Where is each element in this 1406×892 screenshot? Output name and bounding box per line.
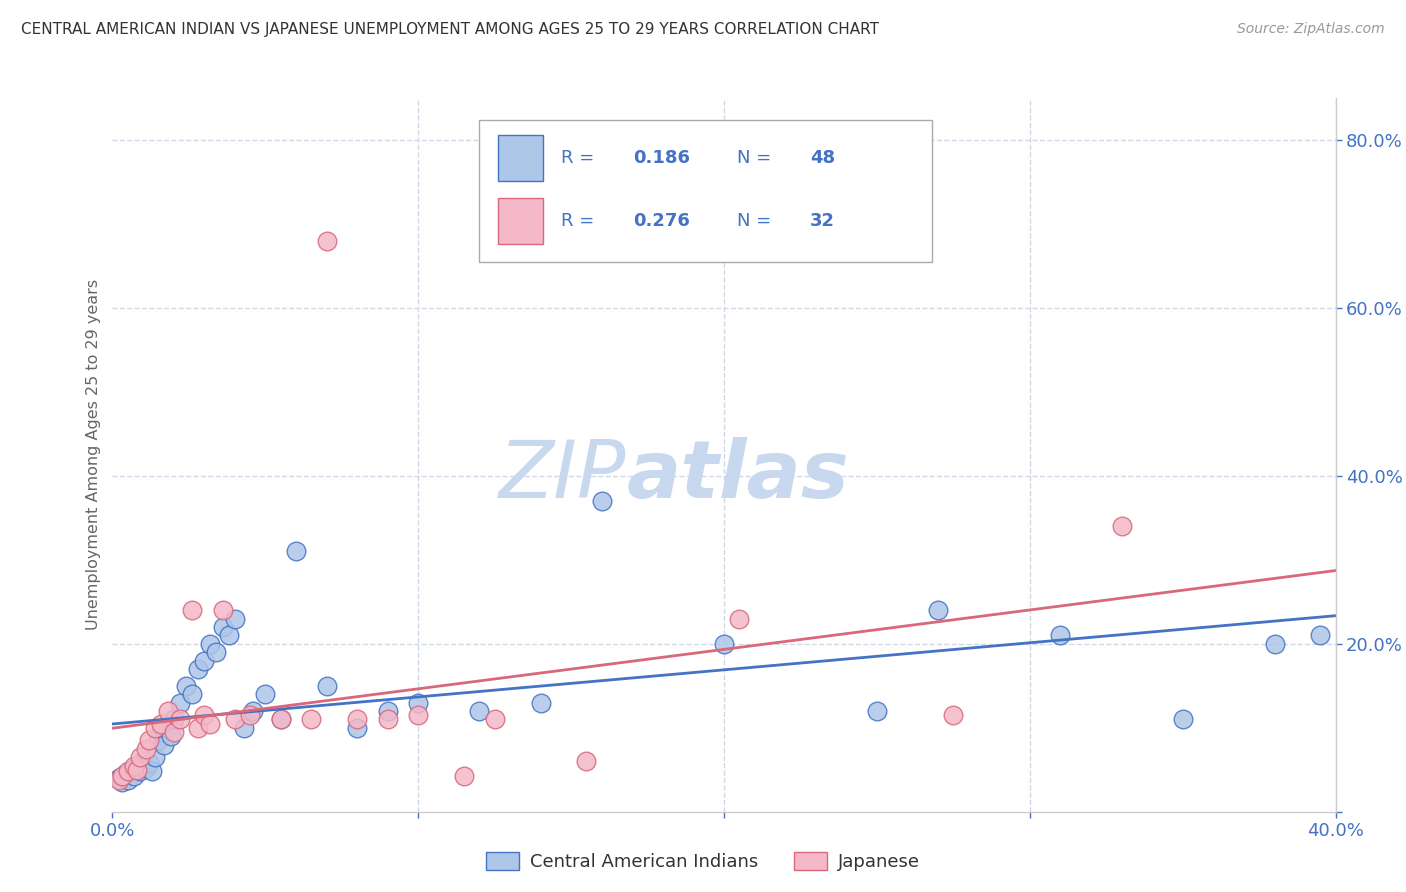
Point	[942, 708, 965, 723]
Point	[120, 763, 142, 777]
Point	[111, 775, 134, 789]
Point	[346, 721, 368, 735]
Point	[143, 750, 166, 764]
Point	[408, 696, 430, 710]
Point	[143, 721, 166, 735]
Text: 0.186: 0.186	[633, 149, 690, 167]
Point	[114, 767, 136, 781]
Point	[468, 704, 491, 718]
Text: 48: 48	[810, 149, 835, 167]
Point	[174, 679, 197, 693]
Point	[156, 721, 179, 735]
Point	[129, 764, 152, 779]
Point	[453, 769, 475, 783]
Point	[254, 687, 277, 701]
Point	[530, 696, 553, 710]
Point	[107, 771, 129, 785]
Point	[242, 704, 264, 718]
Point	[125, 758, 148, 772]
Point	[135, 761, 157, 775]
Point	[135, 741, 157, 756]
Point	[713, 637, 735, 651]
Point	[408, 708, 430, 723]
Text: N =: N =	[737, 149, 778, 167]
Point	[141, 764, 163, 779]
Text: Source: ZipAtlas.com: Source: ZipAtlas.com	[1237, 22, 1385, 37]
Point	[153, 738, 176, 752]
Point	[107, 772, 129, 787]
Point	[150, 725, 173, 739]
Point	[284, 544, 308, 558]
Point	[200, 716, 222, 731]
Point	[1111, 519, 1133, 533]
Point	[163, 725, 186, 739]
Text: atlas: atlas	[626, 437, 849, 516]
Point	[156, 704, 179, 718]
Text: ZIP: ZIP	[499, 437, 626, 516]
Point	[377, 704, 399, 718]
Point	[224, 712, 246, 726]
Point	[122, 769, 145, 783]
Point	[193, 708, 215, 723]
Point	[484, 712, 506, 726]
Point	[187, 721, 209, 735]
Point	[728, 612, 751, 626]
Point	[159, 729, 181, 743]
Point	[129, 750, 152, 764]
Point	[270, 712, 292, 726]
Point	[575, 755, 598, 769]
Bar	[498, 198, 543, 244]
Point	[315, 679, 337, 693]
Text: 0.276: 0.276	[633, 212, 690, 230]
Point	[1049, 628, 1071, 642]
Point	[150, 716, 173, 731]
Point	[138, 733, 160, 747]
Point	[205, 645, 228, 659]
Point	[187, 662, 209, 676]
Text: R =: R =	[561, 149, 600, 167]
Point	[125, 763, 148, 777]
Point	[1309, 628, 1331, 642]
Point	[315, 234, 337, 248]
Point	[866, 704, 889, 718]
Bar	[498, 136, 543, 181]
Point	[117, 772, 139, 787]
Point	[346, 712, 368, 726]
Point	[181, 603, 204, 617]
Point	[1171, 712, 1194, 726]
Point	[148, 733, 170, 747]
Text: R =: R =	[561, 212, 600, 230]
Point	[270, 712, 292, 726]
Point	[122, 758, 145, 772]
Point	[1264, 637, 1286, 651]
Point	[211, 603, 233, 617]
Point	[169, 712, 191, 726]
Point	[591, 494, 613, 508]
Point	[117, 764, 139, 779]
Point	[211, 620, 233, 634]
Point	[200, 637, 222, 651]
Point	[218, 628, 240, 642]
Point	[224, 612, 246, 626]
Point	[927, 603, 949, 617]
Point	[163, 712, 186, 726]
Point	[169, 696, 191, 710]
Point	[299, 712, 322, 726]
Point	[132, 755, 155, 769]
Point	[239, 708, 262, 723]
Text: N =: N =	[737, 212, 778, 230]
Point	[111, 769, 134, 783]
Legend: Central American Indians, Japanese: Central American Indians, Japanese	[479, 845, 927, 879]
Point	[233, 721, 256, 735]
Point	[138, 756, 160, 770]
Point	[377, 712, 399, 726]
Y-axis label: Unemployment Among Ages 25 to 29 years: Unemployment Among Ages 25 to 29 years	[86, 279, 101, 631]
Text: 32: 32	[810, 212, 835, 230]
Point	[181, 687, 204, 701]
Text: CENTRAL AMERICAN INDIAN VS JAPANESE UNEMPLOYMENT AMONG AGES 25 TO 29 YEARS CORRE: CENTRAL AMERICAN INDIAN VS JAPANESE UNEM…	[21, 22, 879, 37]
Point	[193, 654, 215, 668]
